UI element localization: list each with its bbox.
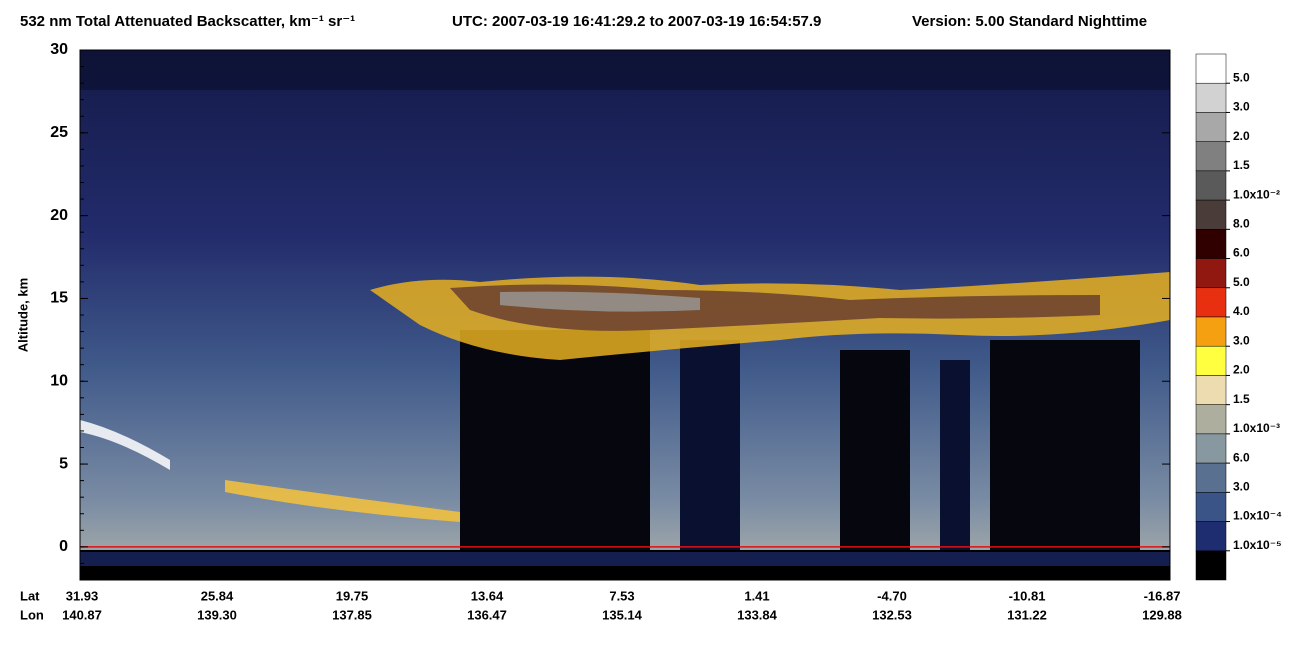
x-tick-label: 7.53: [609, 588, 634, 603]
colorbar-tick-label: 2.0: [1233, 363, 1250, 377]
colorbar-tick-label: 1.0x10⁻³: [1233, 421, 1280, 435]
x-row-label: Lon: [20, 607, 44, 622]
colorbar-swatch: [1195, 404, 1227, 435]
colorbar-tick-label: 6.0: [1233, 246, 1250, 260]
colorbar-swatch: [1195, 82, 1227, 113]
x-tick-label: 1.41: [744, 588, 769, 603]
time-range: UTC: 2007-03-19 16:41:29.2 to 2007-03-19…: [452, 13, 821, 30]
chart-title: 532 nm Total Attenuated Backscatter, km⁻…: [20, 13, 355, 30]
colorbar-tick-label: 6.0: [1233, 450, 1250, 464]
y-tick-label: 30: [50, 41, 68, 58]
colorbar-tick-label: 5.0: [1233, 70, 1250, 84]
colorbar-swatch: [1195, 433, 1227, 464]
colorbar-tick-label: 3.0: [1233, 333, 1250, 347]
x-tick-label: 19.75: [336, 588, 369, 603]
colorbar-swatch: [1195, 462, 1227, 493]
colorbar-swatch: [1195, 229, 1227, 259]
y-axis-label: Altitude, km: [15, 278, 30, 352]
x-row-label: Lat: [20, 588, 40, 603]
colorbar-tick-label: 8.0: [1233, 217, 1250, 231]
y-tick-label: 15: [50, 290, 68, 307]
x-tick-label: 31.93: [66, 588, 99, 603]
colorbar-tick-label: 5.0: [1233, 275, 1250, 289]
x-tick-label: 137.85: [332, 607, 372, 622]
colorbar-swatch: [1195, 112, 1227, 142]
x-tick-label: -10.81: [1009, 588, 1046, 603]
x-tick-label: -16.87: [1144, 588, 1181, 603]
colorbar-swatch: [1195, 199, 1227, 230]
x-tick-label: 129.88: [1142, 607, 1182, 622]
colorbar-swatch: [1195, 258, 1227, 289]
colorbar-swatch: [1195, 287, 1227, 318]
colorbar-swatch: [1195, 550, 1227, 581]
colorbar-swatch: [1195, 53, 1227, 84]
y-tick-label: 0: [59, 538, 68, 555]
colorbar-swatch: [1195, 375, 1227, 405]
colorbar-swatch: [1195, 316, 1227, 347]
y-tick-label: 20: [50, 207, 68, 224]
x-tick-label: 135.14: [602, 607, 643, 622]
x-tick-label: 13.64: [471, 588, 504, 603]
x-tick-label: -4.70: [877, 588, 907, 603]
x-tick-label: 132.53: [872, 607, 912, 622]
x-tick-label: 140.87: [62, 607, 102, 622]
colorbar-swatch: [1195, 345, 1227, 376]
colorbar-tick-label: 1.0x10⁻²: [1233, 187, 1280, 201]
colorbar-tick-label: 3.0: [1233, 100, 1250, 114]
version: Version: 5.00 Standard Nighttime: [912, 13, 1147, 30]
colorbar-tick-label: 2.0: [1233, 129, 1250, 143]
colorbar-tick-label: 1.0x10⁻⁵: [1233, 538, 1282, 552]
colorbar-tick-label: 4.0: [1233, 304, 1250, 318]
y-tick-label: 5: [59, 455, 68, 472]
backscatter-image: [80, 50, 1170, 580]
x-tick-label: 133.84: [737, 607, 778, 622]
colorbar-tick-label: 1.5: [1233, 392, 1250, 406]
colorbar-tick-label: 3.0: [1233, 480, 1250, 494]
colorbar-swatch: [1195, 170, 1227, 201]
y-tick-label: 10: [50, 372, 68, 389]
colorbar-swatch: [1195, 492, 1227, 522]
colorbar-swatch: [1195, 521, 1227, 552]
colorbar-swatch: [1195, 141, 1227, 172]
x-tick-label: 131.22: [1007, 607, 1047, 622]
colorbar-tick-label: 1.0x10⁻⁴: [1233, 509, 1282, 523]
colorbar-tick-label: 1.5: [1233, 158, 1250, 172]
x-tick-label: 25.84: [201, 588, 234, 603]
x-tick-label: 139.30: [197, 607, 237, 622]
y-tick-label: 25: [50, 124, 68, 141]
x-tick-label: 136.47: [467, 607, 507, 622]
